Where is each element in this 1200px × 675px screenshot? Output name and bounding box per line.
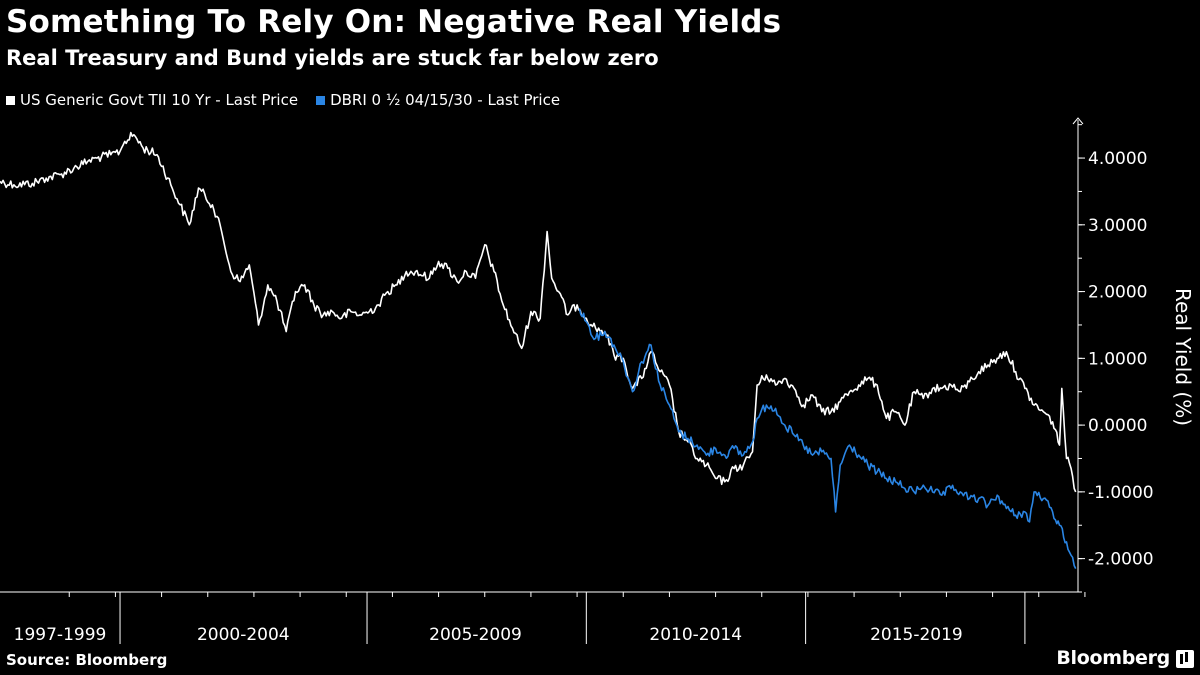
x-tick-label: 2000-2004: [197, 625, 290, 645]
axes-layer: 4.0000 3.0000 2.0000 1.0000 0.0000 -1.0000 -2.…: [0, 117, 1195, 645]
y-tick-label: 2.0000: [1088, 283, 1147, 303]
x-tick-label: 1997-1999: [14, 625, 107, 645]
chart-subtitle: Real Treasury and Bund yields are stuck …: [6, 46, 659, 70]
y-tick-label: 1.0000: [1088, 349, 1147, 369]
series-layer: [0, 131, 1077, 569]
source-note: Source: Bloomberg: [6, 651, 168, 669]
legend: US Generic Govt TII 10 Yr - Last Price D…: [6, 91, 578, 109]
x-tick-label: 2015-2019: [870, 625, 963, 645]
legend-item-us-tii: US Generic Govt TII 10 Yr - Last Price: [6, 91, 298, 109]
series-line-dbri: [578, 308, 1077, 569]
y-tick-label: -1.0000: [1088, 483, 1154, 503]
legend-swatch-us-tii: [6, 95, 15, 105]
y-tick-label: 0.0000: [1088, 416, 1147, 436]
bloomberg-chart-icon: [1176, 650, 1194, 668]
legend-label-us-tii: US Generic Govt TII 10 Yr - Last Price: [20, 91, 299, 109]
series-line-us-tii: [0, 131, 1077, 493]
x-tick-label: 2010-2014: [649, 625, 742, 645]
y-tick-label: 4.0000: [1088, 149, 1147, 169]
y-tick-label: 3.0000: [1088, 216, 1147, 236]
y-axis-title: Real Yield (%): [1171, 288, 1195, 426]
y-tick-label: -2.0000: [1088, 550, 1154, 570]
chart-title: Something To Rely On: Negative Real Yiel…: [6, 4, 782, 40]
legend-label-dbri: DBRI 0 ½ 04/15/30 - Last Price: [330, 91, 561, 109]
brand-logo: Bloomberg: [1056, 647, 1170, 669]
x-tick-label: 2005-2009: [429, 625, 522, 645]
legend-swatch-dbri: [316, 95, 326, 105]
y-axis-arrow: [1072, 117, 1084, 125]
legend-item-dbri: DBRI 0 ½ 04/15/30 - Last Price: [316, 91, 560, 109]
